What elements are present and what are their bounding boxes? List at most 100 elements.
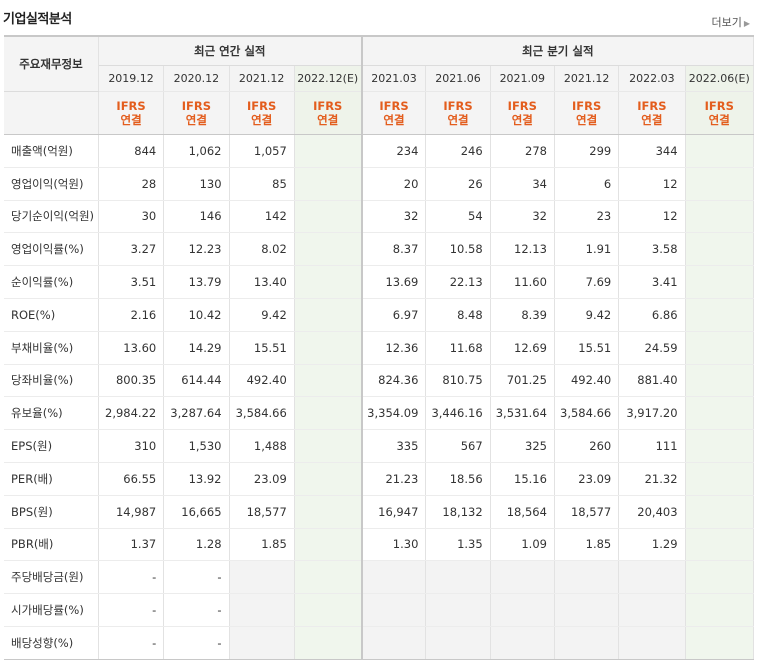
quarter-value-cell: 15.51: [554, 330, 620, 365]
annual-value-cell: 146: [163, 200, 230, 234]
row-label: 순이익률(%): [4, 265, 99, 299]
quarter-value-cell: [425, 626, 491, 660]
annual-value-cell: [294, 232, 363, 267]
quarter-value-cell: 1.35: [425, 528, 491, 562]
annual-value-cell: [229, 560, 295, 595]
quarter-value-cell: [685, 232, 755, 267]
period-header: 2021.09: [490, 65, 555, 92]
period-header: 2021.03: [360, 65, 427, 92]
more-link[interactable]: 더보기 ▶: [711, 14, 750, 30]
annual-value-cell: 85: [229, 167, 295, 201]
table-row: BPS(원) 14,987 16,665 18,577 16,947 18,132 18,5…: [4, 495, 755, 529]
more-label: 더보기: [711, 16, 742, 29]
annual-value-cell: 23.09: [229, 462, 295, 496]
quarter-value-cell: [360, 593, 427, 627]
period-header: 2022.03: [618, 65, 686, 92]
annual-value-cell: 28: [98, 167, 165, 201]
annual-value-cell: 1.37: [98, 528, 165, 562]
quarter-value-cell: 32: [360, 200, 427, 234]
ifrs-label: IFRS: [637, 99, 667, 113]
row-label: 배당성향(%): [4, 626, 99, 660]
quarter-value-cell: 7.69: [554, 265, 620, 299]
quarter-value-cell: 8.37: [360, 232, 427, 267]
annual-value-cell: 12.23: [163, 232, 230, 267]
quarter-value-cell: [490, 593, 555, 627]
consolidated-label: 연결: [120, 113, 142, 127]
table-row: 당좌비율(%) 800.35 614.44 492.40 824.36 810.75 701…: [4, 364, 755, 398]
annual-value-cell: 1,062: [163, 134, 230, 168]
quarter-value-cell: 1.30: [360, 528, 427, 562]
annual-value-cell: -: [163, 593, 230, 627]
ifrs-label: IFRS: [116, 99, 146, 113]
quarter-value-cell: [360, 560, 427, 595]
quarter-value-cell: 278: [490, 134, 555, 168]
annual-value-cell: 614.44: [163, 364, 230, 398]
quarter-value-cell: [425, 560, 491, 595]
quarter-value-cell: 1.85: [554, 528, 620, 562]
quarter-value-cell: [554, 626, 620, 660]
row-label: 당좌비율(%): [4, 364, 99, 398]
quarter-value-cell: [685, 330, 755, 365]
quarter-value-cell: 12: [618, 167, 686, 201]
quarter-value-cell: [685, 593, 755, 627]
annual-value-cell: [294, 200, 363, 234]
quarter-value-cell: 260: [554, 429, 620, 463]
quarter-value-cell: [685, 560, 755, 595]
annual-value-cell: 3.27: [98, 232, 165, 267]
quarter-value-cell: [618, 560, 686, 595]
accounting-standard-header: IFRS 연결: [360, 91, 427, 135]
consolidated-label: 연결: [511, 113, 533, 127]
annual-value-cell: [294, 495, 363, 529]
quarter-value-cell: 3,531.64: [490, 396, 555, 431]
quarter-value-cell: 234: [360, 134, 427, 168]
quarter-value-cell: 18,564: [490, 495, 555, 529]
consolidated-label: 연결: [383, 113, 405, 127]
table-row: 당기순이익(억원) 30 146 142 32 54 32 23 12: [4, 200, 755, 234]
period-header: 2021.12: [554, 65, 620, 92]
consolidated-label: 연결: [708, 113, 730, 127]
table-row: 영업이익(억원) 28 130 85 20 26 34 6 12: [4, 167, 755, 201]
table-row: 시가배당률(%) - -: [4, 593, 755, 627]
annual-value-cell: 492.40: [229, 364, 295, 398]
quarter-value-cell: 6.97: [360, 298, 427, 332]
annual-value-cell: 9.42: [229, 298, 295, 332]
accounting-standard-header: IFRS 연결: [490, 91, 555, 135]
quarter-value-cell: 12: [618, 200, 686, 234]
quarter-value-cell: 26: [425, 167, 491, 201]
annual-value-cell: 16,665: [163, 495, 230, 529]
quarter-value-cell: 24.59: [618, 330, 686, 365]
period-header: 2020.12: [163, 65, 230, 92]
ifrs-label: IFRS: [704, 99, 734, 113]
quarter-value-cell: 12.69: [490, 330, 555, 365]
quarter-value-cell: [425, 593, 491, 627]
annual-value-cell: 10.42: [163, 298, 230, 332]
quarter-value-cell: 246: [425, 134, 491, 168]
annual-value-cell: 14.29: [163, 330, 230, 365]
row-label: 매출액(억원): [4, 134, 99, 168]
consolidated-label: 연결: [317, 113, 339, 127]
annual-value-cell: [294, 560, 363, 595]
quarter-value-cell: 6.86: [618, 298, 686, 332]
annual-value-cell: 18,577: [229, 495, 295, 529]
ifrs-label: IFRS: [507, 99, 537, 113]
annual-value-cell: [294, 396, 363, 431]
consolidated-label: 연결: [641, 113, 663, 127]
annual-value-cell: 13.60: [98, 330, 165, 365]
accounting-standard-header: IFRS 연결: [294, 91, 363, 135]
annual-value-cell: 30: [98, 200, 165, 234]
annual-value-cell: 1,488: [229, 429, 295, 463]
quarter-value-cell: 824.36: [360, 364, 427, 398]
quarter-value-cell: [685, 298, 755, 332]
accounting-standard-header: IFRS 연결: [229, 91, 295, 135]
annual-value-cell: 14,987: [98, 495, 165, 529]
accounting-standard-header: IFRS 연결: [163, 91, 230, 135]
table-row: ROE(%) 2.16 10.42 9.42 6.97 8.48 8.39 9.42 6.86: [4, 298, 755, 332]
ifrs-label: IFRS: [313, 99, 343, 113]
annual-value-cell: 142: [229, 200, 295, 234]
period-header: 2021.06: [425, 65, 491, 92]
quarter-value-cell: 344: [618, 134, 686, 168]
accounting-standard-header: IFRS 연결: [425, 91, 491, 135]
annual-value-cell: 1.28: [163, 528, 230, 562]
quarter-value-cell: 32: [490, 200, 555, 234]
quarter-value-cell: 21.32: [618, 462, 686, 496]
